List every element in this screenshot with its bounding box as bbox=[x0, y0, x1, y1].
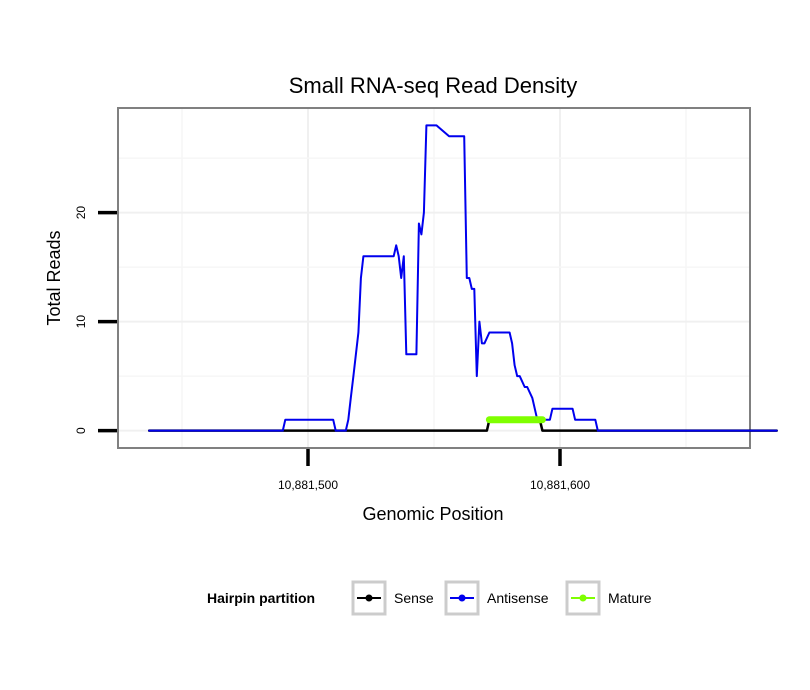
chart-title: Small RNA-seq Read Density bbox=[289, 73, 578, 98]
y-tick-label: 0 bbox=[74, 427, 88, 434]
x-tick-label: 10,881,600 bbox=[530, 478, 590, 492]
legend-key-point bbox=[365, 594, 373, 602]
legend-label-mature: Mature bbox=[608, 590, 652, 606]
y-tick-label: 10 bbox=[74, 315, 88, 329]
x-axis-title: Genomic Position bbox=[362, 504, 503, 524]
series-layer bbox=[147, 124, 778, 432]
legend-label-antisense: Antisense bbox=[487, 590, 549, 606]
y-axis-title: Total Reads bbox=[44, 230, 64, 325]
x-tick-label: 10,881,500 bbox=[278, 478, 338, 492]
y-tick-label: 20 bbox=[74, 206, 88, 220]
legend-key-point bbox=[458, 594, 466, 602]
legend: Hairpin partition Sense Antisense Mature bbox=[207, 580, 652, 616]
legend-label-sense: Sense bbox=[394, 590, 434, 606]
series-antisense-line bbox=[148, 124, 778, 432]
axis-layer: 10,881,500 10,881,600 0 10 20 bbox=[74, 206, 590, 492]
legend-key-point bbox=[579, 594, 587, 602]
legend-title: Hairpin partition bbox=[207, 590, 315, 606]
